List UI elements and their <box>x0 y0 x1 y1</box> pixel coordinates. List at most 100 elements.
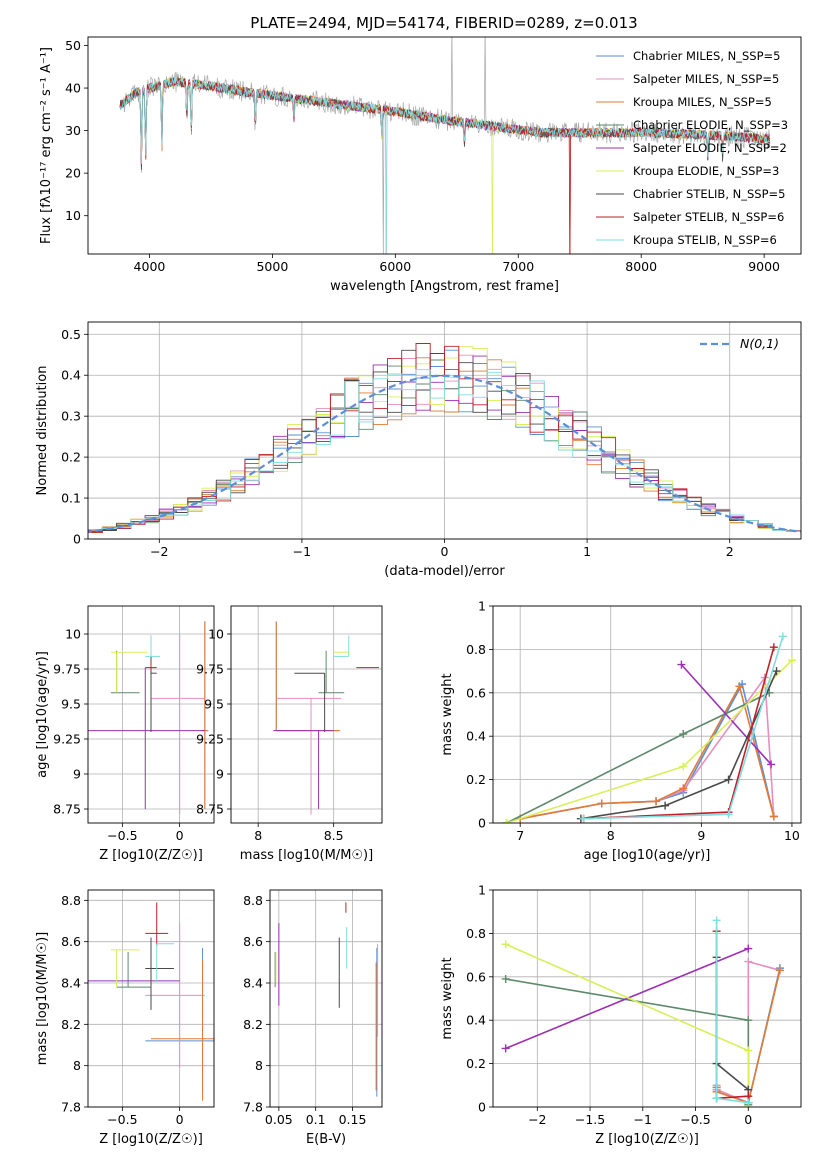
data-point <box>150 635 157 732</box>
legend-label: Salpeter MILES, N_SSP=5 <box>633 72 779 86</box>
y-tick-label: 0.6 <box>466 685 486 700</box>
x-tick-label: 0 <box>441 544 449 559</box>
weight-marker <box>778 632 787 641</box>
weight-line-4 <box>505 947 749 1050</box>
plot-area <box>502 632 796 823</box>
weight-line-6 <box>715 957 750 1103</box>
weight-line-8 <box>715 920 749 1104</box>
x-tick-label: −0.5 <box>107 828 137 843</box>
grid-lines <box>270 890 382 1108</box>
data-point <box>294 672 326 732</box>
x-tick-label: 4000 <box>134 259 166 274</box>
plot-area <box>274 902 379 1097</box>
legend-label: Salpeter ELODIE, N_SSP=2 <box>633 141 787 155</box>
legend: Chabrier MILES, N_SSP=5 Salpeter MILES, N… <box>596 49 788 247</box>
data-point <box>145 937 174 1010</box>
weight-marker <box>744 1016 753 1025</box>
legend-label: Salpeter STELIB, N_SSP=6 <box>633 210 784 224</box>
weight-line-5 <box>505 943 750 1107</box>
y-tick-label: 8.8 <box>243 893 263 908</box>
x-tick-label: 10 <box>784 828 800 843</box>
weight-marker <box>712 916 721 925</box>
y-tick-label: 0.1 <box>61 491 81 506</box>
x-tick-label: 2 <box>726 544 734 559</box>
x-tick-label: 7 <box>516 828 524 843</box>
panel-residuals: −2 −1 0 1 2 0 0.1 0.2 0.3 0.4 0.5 (data-model)/erro… <box>35 321 802 579</box>
data-point <box>151 634 205 815</box>
grid-lines <box>231 606 382 823</box>
legend-label: Chabrier STELIB, N_SSP=5 <box>633 187 785 201</box>
legend-text: Chabrier ELODIE, N_SSP=3 <box>633 118 788 132</box>
gaussian-curve <box>88 374 801 533</box>
legend-label: Chabrier ELODIE, N_SSP=3 <box>633 118 788 132</box>
y-tick-label: 8.2 <box>61 1017 81 1032</box>
x-tick-label: 9000 <box>748 259 780 274</box>
weight-marker <box>597 799 606 808</box>
y-tick-label: 0.8 <box>466 642 486 657</box>
y-tick-label: 8.8 <box>61 893 81 908</box>
y-tick-label: 0.4 <box>466 729 486 744</box>
panel-age_vs_mass: 8 8.5 8.75 9 9.25 9.5 9.75 10 mass [log10(M/M☉)] <box>196 605 383 863</box>
x-tick-label: −1 <box>293 544 311 559</box>
axes-frame <box>492 605 802 824</box>
figure-title: PLATE=2494, MJD=54174, FIBERID=0289, z=0… <box>250 14 637 32</box>
y-tick-label: 30 <box>65 123 81 138</box>
legend-text: Kroupa STELIB, N_SSP=6 <box>633 233 777 247</box>
plot-area <box>88 621 209 815</box>
y-tick-label: 0.4 <box>466 1013 486 1028</box>
legend: N(0,1) <box>700 336 779 351</box>
weight-marker <box>744 957 753 966</box>
y-tick-label: 8.6 <box>243 934 263 949</box>
x-tick-label: 0.15 <box>339 1112 367 1127</box>
y-tick-label: 50 <box>65 38 81 53</box>
x-tick-label: −0.5 <box>680 1112 710 1127</box>
weight-marker <box>724 775 733 784</box>
panel-mass_vs_EBV: 0.05 0.1 0.15 7.8 8 8.2 8.4 8.6 8.8 E(B-V) <box>243 889 383 1147</box>
weight-marker <box>744 1046 753 1055</box>
x-tick-label: 8.5 <box>324 828 344 843</box>
data-point <box>201 621 209 809</box>
model-spectrum-8 <box>119 77 770 254</box>
y-tick-label: 0.8 <box>466 926 486 941</box>
y-tick-label: 0 <box>478 816 486 831</box>
y-tick-label: 1 <box>478 883 486 898</box>
x-axis-label: wavelength [Angstrom, rest frame] <box>330 279 559 294</box>
panel-age_vs_Z: −0.5 0 8.75 9 9.25 9.5 9.75 10 Z [log10(Z/Z☉)] ag… <box>35 605 215 863</box>
axes-frame <box>87 889 215 1108</box>
x-tick-label: −0.5 <box>107 1112 137 1127</box>
data-point <box>110 651 148 693</box>
x-tick-label: −1.5 <box>575 1112 605 1127</box>
weight-marker <box>769 812 778 821</box>
weight-marker <box>744 944 753 953</box>
x-tick-label: −2 <box>528 1112 546 1127</box>
weight-marker <box>775 966 784 975</box>
x-axis-label: Z [log10(Z/Z☉)] <box>99 1132 203 1147</box>
weight-marker <box>787 656 796 665</box>
weight-marker <box>677 660 686 669</box>
axes-frame <box>87 605 215 824</box>
y-tick-label: 9 <box>73 767 81 782</box>
weight-marker <box>712 1094 721 1103</box>
axes-frame <box>492 889 802 1108</box>
y-tick-label: 8.4 <box>61 976 81 991</box>
legend-label: N(0,1) <box>740 336 779 351</box>
data-point <box>145 662 157 671</box>
y-tick-label: 8.75 <box>53 802 81 817</box>
panel-mass_vs_Z: −0.5 0 7.8 8 8.2 8.4 8.6 8.8 Z [log10(Z/Z☉)] mass… <box>35 889 215 1147</box>
weight-marker <box>661 801 670 810</box>
data-point <box>88 667 205 809</box>
y-tick-label: 8.2 <box>243 1017 263 1032</box>
axes-frame <box>87 321 802 540</box>
y-tick-label: 40 <box>65 81 81 96</box>
y-axis-label: Normed distribution <box>35 366 50 496</box>
y-tick-label: 9.75 <box>53 662 81 677</box>
y-tick-label: 10 <box>65 627 81 642</box>
y-axis-label: mass [log10(M/M☉)] <box>35 932 50 1065</box>
y-tick-label: 0.6 <box>466 969 486 984</box>
plot-area <box>88 902 214 1101</box>
y-tick-label: 0.5 <box>61 327 81 342</box>
weight-marker <box>724 810 733 819</box>
y-tick-label: 1 <box>478 599 486 614</box>
y-tick-label: 8.6 <box>61 934 81 949</box>
